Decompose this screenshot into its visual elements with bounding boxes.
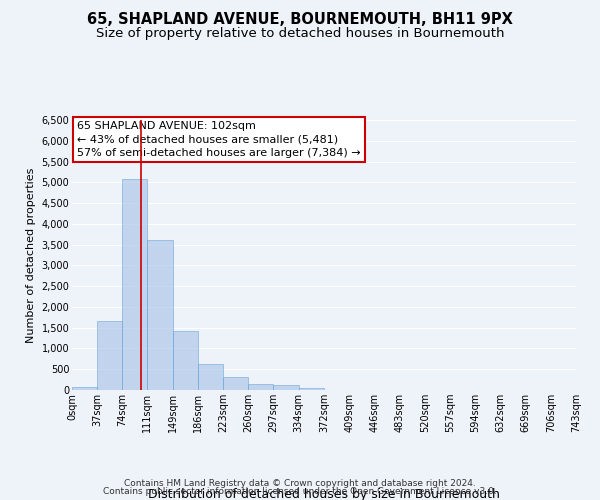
Text: Contains HM Land Registry data © Crown copyright and database right 2024.: Contains HM Land Registry data © Crown c… bbox=[124, 478, 476, 488]
Bar bbox=[97, 322, 122, 390]
Bar bbox=[122, 180, 147, 390]
Bar bbox=[72, 387, 97, 390]
Text: Size of property relative to detached houses in Bournemouth: Size of property relative to detached ho… bbox=[96, 28, 504, 40]
Bar bbox=[173, 331, 198, 390]
Bar bbox=[248, 384, 274, 390]
Bar bbox=[223, 377, 248, 390]
X-axis label: Distribution of detached houses by size in Bournemouth: Distribution of detached houses by size … bbox=[148, 488, 500, 500]
Bar bbox=[299, 388, 325, 390]
Y-axis label: Number of detached properties: Number of detached properties bbox=[26, 168, 36, 342]
Text: Contains public sector information licensed under the Open Government Licence v3: Contains public sector information licen… bbox=[103, 487, 497, 496]
Bar bbox=[147, 240, 173, 390]
Bar bbox=[274, 385, 299, 390]
Bar bbox=[198, 364, 223, 390]
Text: 65 SHAPLAND AVENUE: 102sqm
← 43% of detached houses are smaller (5,481)
57% of s: 65 SHAPLAND AVENUE: 102sqm ← 43% of deta… bbox=[77, 122, 361, 158]
Text: 65, SHAPLAND AVENUE, BOURNEMOUTH, BH11 9PX: 65, SHAPLAND AVENUE, BOURNEMOUTH, BH11 9… bbox=[87, 12, 513, 28]
